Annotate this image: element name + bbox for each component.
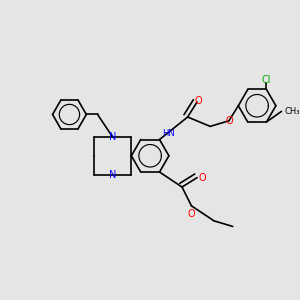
Text: Cl: Cl xyxy=(262,75,271,85)
Text: O: O xyxy=(188,209,195,219)
Text: HN: HN xyxy=(162,129,175,138)
Text: N: N xyxy=(109,169,116,179)
Text: CH₃: CH₃ xyxy=(284,107,300,116)
Text: N: N xyxy=(109,132,116,142)
Text: O: O xyxy=(199,173,206,183)
Text: O: O xyxy=(195,95,202,106)
Text: O: O xyxy=(225,116,233,126)
